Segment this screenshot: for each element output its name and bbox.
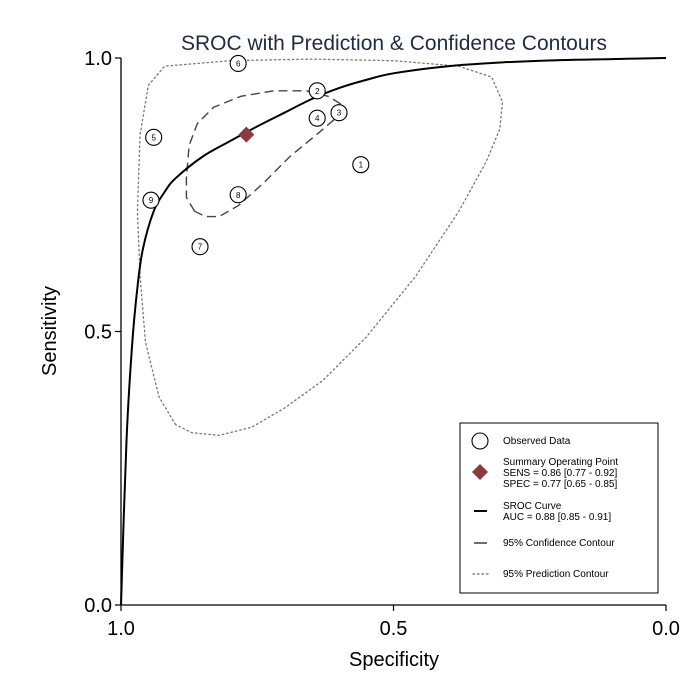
legend-box [459, 422, 659, 594]
legend-observed-symbol [471, 432, 489, 450]
legend-label: 95% Prediction Contour [503, 569, 609, 580]
legend-summary-symbol [472, 464, 488, 480]
prediction-contour [136, 58, 504, 437]
observed-point-marker [352, 156, 370, 174]
observed-point-label: 9 [149, 196, 154, 205]
x-tick-label: 0.5 [380, 618, 408, 640]
axis-ticks: 1.0 0.5 0.0 0.0 0.5 1.0 [84, 48, 680, 640]
observed-point-2: 2 [308, 82, 326, 100]
legend-label: AUC = 0.88 [0.85 - 0.91] [503, 512, 611, 523]
y-axis-label: Sensitivity [39, 286, 61, 376]
observed-point-5: 5 [145, 128, 163, 146]
legend-label: Observed Data [503, 436, 571, 447]
observed-point-marker [229, 186, 247, 204]
observed-point-4: 4 [308, 109, 326, 127]
observed-point-7: 7 [191, 238, 209, 256]
observed-point-3: 3 [330, 104, 348, 122]
y-tick-label: 0.5 [84, 322, 112, 344]
legend-label: SENS = 0.86 [0.77 - 0.92] [503, 468, 617, 479]
observed-point-9: 9 [142, 191, 160, 209]
y-tick-label: 1.0 [84, 48, 112, 70]
observed-point-label: 2 [315, 87, 320, 96]
observed-point-label: 1 [359, 161, 364, 170]
observed-point-marker [229, 54, 247, 73]
observed-point-label: 4 [315, 114, 320, 123]
legend: Observed Data Summary Operating PointSENS… [459, 422, 659, 594]
legend-item-prediction: 95% Prediction Contour [472, 569, 609, 580]
legend-label: Summary Operating Point [503, 457, 618, 468]
plot-area: 1 2 3 4 5 6 7 8 9 [120, 54, 667, 606]
legend-item-confidence: 95% Confidence Contour [474, 538, 615, 549]
observed-point-label: 3 [337, 109, 342, 118]
observed-point-1: 1 [352, 156, 370, 174]
confidence-contour [185, 90, 343, 218]
x-tick-label: 1.0 [107, 618, 135, 640]
legend-label: SPEC = 0.77 [0.65 - 0.85] [503, 479, 617, 490]
observed-point-label: 5 [151, 133, 156, 142]
summary-operating-point [238, 126, 255, 143]
legend-item-observed: Observed Data [471, 432, 571, 450]
observed-point-marker [308, 82, 326, 100]
observed-point-marker [330, 104, 348, 122]
x-axis-label: Specificity [349, 649, 439, 671]
legend-label: 95% Confidence Contour [503, 538, 615, 549]
observed-point-label: 8 [236, 191, 241, 200]
x-tick-label: 0.0 [652, 618, 680, 640]
chart-title: SROC with Prediction & Confidence Contou… [181, 32, 607, 55]
observed-point-label: 7 [198, 243, 203, 252]
y-tick-label: 0.0 [84, 595, 112, 617]
observed-point-marker [308, 109, 326, 127]
observed-point-8: 8 [229, 186, 247, 204]
observed-point-6: 6 [229, 54, 247, 73]
legend-items: Observed Data Summary Operating PointSENS… [471, 432, 618, 580]
legend-label: SROC Curve [503, 501, 562, 512]
observed-point-label: 6 [236, 59, 241, 68]
observed-point-marker [142, 191, 160, 209]
observed-point-marker [191, 238, 209, 256]
observed-point-marker [145, 128, 163, 146]
